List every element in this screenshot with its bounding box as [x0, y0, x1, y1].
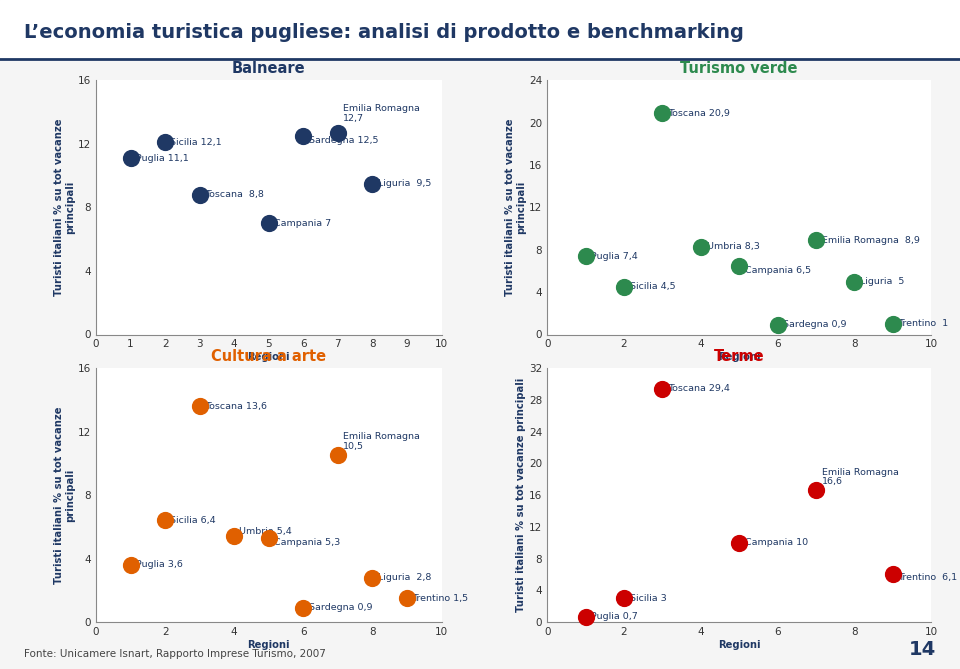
- Text: Sicilia 4,5: Sicilia 4,5: [630, 282, 676, 291]
- Text: Umbria 5,4: Umbria 5,4: [239, 527, 292, 536]
- Text: Puglia 0,7: Puglia 0,7: [591, 612, 638, 621]
- Text: Campania 7: Campania 7: [274, 219, 331, 227]
- Text: Sardegna 0,9: Sardegna 0,9: [308, 603, 372, 612]
- Text: Trentino  1: Trentino 1: [899, 319, 948, 328]
- Point: [399, 593, 415, 603]
- Point: [330, 127, 346, 138]
- Point: [261, 218, 276, 229]
- Point: [847, 276, 862, 287]
- Text: Sardegna 12,5: Sardegna 12,5: [308, 136, 378, 145]
- X-axis label: Regioni: Regioni: [718, 640, 760, 650]
- Text: Trentino 1,5: Trentino 1,5: [412, 594, 468, 603]
- Title: Cultura a arte: Cultura a arte: [211, 349, 326, 364]
- Point: [808, 485, 824, 496]
- Text: Liguria  2,8: Liguria 2,8: [377, 573, 431, 582]
- Text: Emilia Romagna
10,5: Emilia Romagna 10,5: [343, 432, 420, 451]
- Point: [885, 318, 900, 329]
- Title: Terme: Terme: [714, 349, 764, 364]
- Point: [578, 251, 593, 262]
- Point: [732, 537, 747, 548]
- Point: [616, 593, 632, 603]
- Text: Emilia Romagna
16,6: Emilia Romagna 16,6: [822, 468, 899, 486]
- Point: [157, 515, 173, 526]
- X-axis label: Regioni: Regioni: [248, 640, 290, 650]
- Point: [365, 178, 380, 189]
- Y-axis label: Turisti italiani % su tot vacanze principali: Turisti italiani % su tot vacanze princi…: [516, 378, 526, 612]
- Text: Campania 5,3: Campania 5,3: [274, 539, 340, 547]
- Text: Liguria  9,5: Liguria 9,5: [377, 179, 431, 188]
- Text: Emilia Romagna
12,7: Emilia Romagna 12,7: [343, 104, 420, 123]
- Point: [330, 450, 346, 461]
- Point: [885, 569, 900, 579]
- Point: [655, 383, 670, 394]
- Point: [770, 320, 785, 330]
- Point: [157, 137, 173, 148]
- Title: Turismo verde: Turismo verde: [681, 62, 798, 76]
- Point: [123, 153, 138, 163]
- Point: [365, 572, 380, 583]
- Point: [616, 282, 632, 292]
- X-axis label: Regioni: Regioni: [718, 352, 760, 362]
- Point: [123, 559, 138, 570]
- Text: L’economia turistica pugliese: analisi di prodotto e benchmarking: L’economia turistica pugliese: analisi d…: [24, 23, 744, 42]
- Text: Toscana 13,6: Toscana 13,6: [204, 401, 267, 411]
- Point: [578, 611, 593, 622]
- Text: Sardegna 0,9: Sardegna 0,9: [783, 320, 847, 329]
- Point: [693, 242, 708, 252]
- Point: [808, 235, 824, 246]
- Text: Sicilia 6,4: Sicilia 6,4: [170, 516, 216, 525]
- Point: [227, 531, 242, 542]
- Text: Toscana 20,9: Toscana 20,9: [668, 108, 730, 118]
- Text: Toscana 29,4: Toscana 29,4: [668, 384, 730, 393]
- Text: Sicilia 3: Sicilia 3: [630, 594, 666, 603]
- Y-axis label: Turisti italiani % su tot vacanze
principali: Turisti italiani % su tot vacanze princi…: [54, 118, 75, 296]
- Point: [296, 603, 311, 613]
- Text: Puglia 7,4: Puglia 7,4: [591, 252, 638, 261]
- X-axis label: Regioni: Regioni: [248, 352, 290, 362]
- Point: [261, 533, 276, 543]
- Point: [655, 108, 670, 118]
- Text: Campania 6,5: Campania 6,5: [745, 266, 811, 276]
- Text: Puglia 11,1: Puglia 11,1: [135, 154, 188, 163]
- Text: Emilia Romagna  8,9: Emilia Romagna 8,9: [822, 235, 920, 245]
- Point: [192, 401, 207, 411]
- Point: [296, 130, 311, 141]
- Y-axis label: Turisti italiani % su tot vacanze
principali: Turisti italiani % su tot vacanze princi…: [505, 118, 526, 296]
- Text: Fonte: Unicamere Isnart, Rapporto Imprese Turismo, 2007: Fonte: Unicamere Isnart, Rapporto Impres…: [24, 649, 325, 659]
- Text: Umbria 8,3: Umbria 8,3: [707, 242, 759, 251]
- Text: Campania 10: Campania 10: [745, 539, 808, 547]
- Point: [192, 189, 207, 200]
- Y-axis label: Turisti italiani % su tot vacanze
principali: Turisti italiani % su tot vacanze princi…: [54, 406, 75, 584]
- Text: Liguria  5: Liguria 5: [860, 277, 904, 286]
- Text: Puglia 3,6: Puglia 3,6: [135, 561, 182, 569]
- Text: Sicilia 12,1: Sicilia 12,1: [170, 138, 222, 147]
- Text: 14: 14: [909, 640, 936, 659]
- Text: Trentino  6,1: Trentino 6,1: [899, 573, 958, 582]
- Title: Balneare: Balneare: [232, 62, 305, 76]
- Point: [732, 260, 747, 271]
- Text: Toscana  8,8: Toscana 8,8: [204, 190, 264, 199]
